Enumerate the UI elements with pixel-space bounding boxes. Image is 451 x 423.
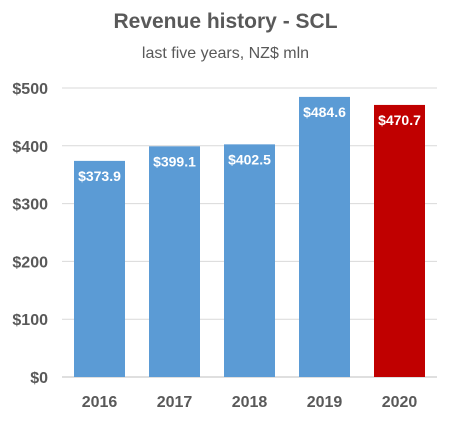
y-tick-label: $0 [30,370,48,387]
data-labels: $373.9 $399.1 $402.5 $484.6 $470.7 [78,104,421,184]
y-tick-label: $500 [12,81,48,98]
x-tick-label: 2019 [307,394,343,411]
bar-2018 [224,144,275,377]
y-tick-label: $200 [12,254,48,271]
chart-title: Revenue history - SCL [113,10,338,33]
chart-subtitle: last five years, NZ$ mln [141,45,310,62]
x-tick-label: 2017 [157,394,193,411]
y-axis-ticks: $0 $100 $200 $300 $400 $500 [12,81,48,387]
bar-2019 [299,96,350,378]
y-tick-label: $300 [12,197,48,214]
y-tick-label: $100 [12,312,48,329]
y-tick-label: $400 [12,139,48,156]
data-label-2016: $373.9 [78,168,121,184]
x-tick-label: 2016 [82,394,118,411]
data-label-2017: $399.1 [153,153,196,169]
bars [74,96,425,378]
x-axis-ticks: 2016 2017 2018 2019 2020 [82,394,418,411]
x-tick-label: 2018 [232,394,268,411]
x-tick-label: 2020 [382,394,418,411]
data-label-2020: $470.7 [378,112,421,128]
data-label-2019: $484.6 [303,104,346,120]
bar-2017 [149,146,200,377]
data-label-2018: $402.5 [228,151,271,167]
bar-2020 [374,104,425,378]
bar-2016 [74,160,125,377]
